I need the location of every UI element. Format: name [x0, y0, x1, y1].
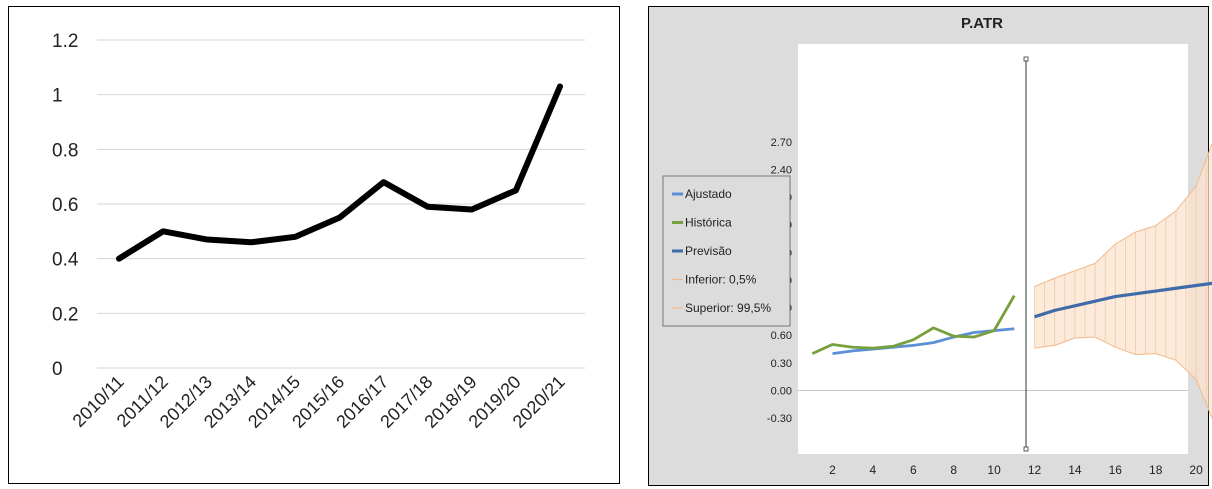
- y-tick-label: 0.4: [52, 250, 79, 271]
- y-tick-label: 0.30: [771, 358, 792, 370]
- x-tick-label: 12: [1028, 463, 1042, 477]
- y-tick-label: 0.00: [771, 386, 792, 398]
- y-tick-label: 1: [52, 86, 63, 107]
- x-tick-label: 18: [1149, 463, 1163, 477]
- legend-label: Histórica: [685, 216, 732, 230]
- legend: Ajustado Histórica Previsão Inferior: 0,5% S…: [662, 175, 791, 327]
- y-tick-label: 0.2: [52, 304, 78, 325]
- x-tick-label: 4: [870, 463, 877, 477]
- y-tick-label: 1.2: [52, 31, 78, 52]
- x-tick-label: 10: [987, 463, 1001, 477]
- right-forecast-chart: P.ATR 2.702.402.101.801.501.200.900.600.…: [662, 15, 1212, 477]
- x-tick-label: 6: [910, 463, 917, 477]
- confidence-band: [1034, 143, 1212, 418]
- divider-handle[interactable]: [1023, 56, 1029, 62]
- left-chart-frame: [8, 6, 620, 484]
- series-line: [811, 294, 1016, 355]
- left-chart-panel: 0 0.2 0.4 0.6 0.8 1 1.2 2010/11 2011/12 2012/13 2…: [8, 6, 620, 484]
- x-tick-label: 14: [1068, 463, 1082, 477]
- legend-label: Ajustado: [685, 187, 732, 201]
- x-tick-label: 2: [829, 463, 836, 477]
- divider-handle[interactable]: [1023, 446, 1029, 452]
- legend-label: Previsão: [685, 244, 732, 258]
- series-line: [1034, 336, 1212, 420]
- series-line: [1034, 281, 1212, 319]
- left-line-chart: 00.20.40.60.811.2 2010/112011/122012/132…: [52, 31, 585, 432]
- series-line: [1034, 142, 1212, 287]
- y-tick-label: -0.30: [767, 413, 792, 425]
- series-line: [832, 327, 1015, 356]
- chart-title: P.ATR: [961, 15, 1003, 32]
- legend-label: Superior: 99,5%: [685, 301, 771, 315]
- x-tick-label: 8: [950, 463, 957, 477]
- y-tick-label: 0: [52, 359, 63, 380]
- y-tick-label: 0.6: [52, 195, 78, 216]
- x-tick-label: 20: [1189, 463, 1203, 477]
- y-tick-label: 2.70: [771, 137, 792, 149]
- right-chart-panel: P.ATR 2.702.402.101.801.501.200.900.600.…: [648, 6, 1212, 489]
- legend-label: Inferior: 0,5%: [685, 273, 757, 287]
- y-tick-label: 2.40: [771, 164, 792, 176]
- x-tick-label: 16: [1109, 463, 1123, 477]
- y-tick-label: 0.60: [771, 330, 792, 342]
- series-line: [116, 83, 563, 262]
- y-tick-label: 0.8: [52, 140, 78, 161]
- legend-box: [662, 175, 791, 327]
